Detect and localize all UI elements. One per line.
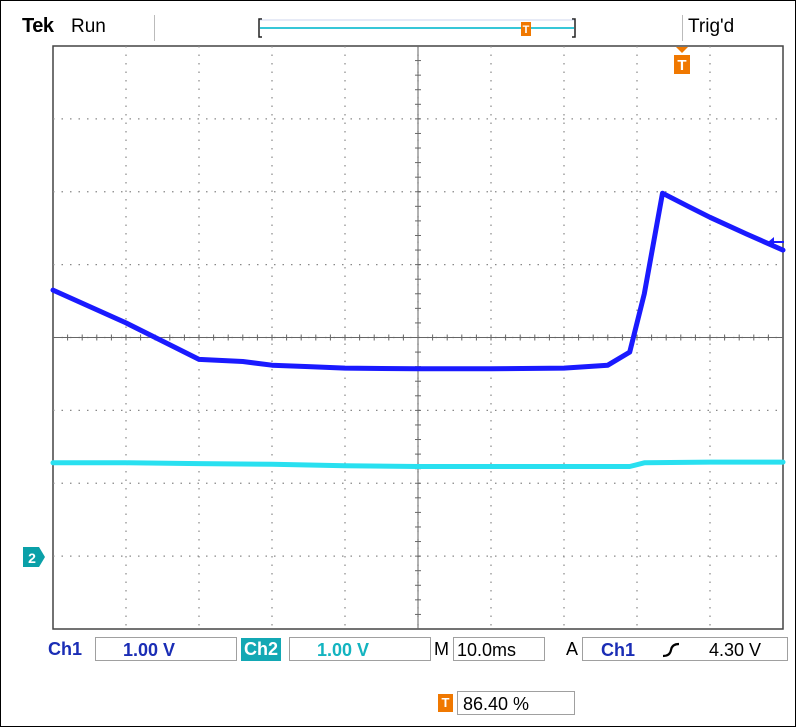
trigger-source: Ch1: [601, 640, 636, 660]
trigger-position-icon: T: [438, 694, 453, 712]
rising-edge-icon: [662, 642, 680, 658]
timebase-value: 10.0ms: [457, 640, 517, 660]
header-divider: [682, 15, 683, 41]
ch2-ground-marker[interactable]: 2: [23, 547, 45, 567]
ch2-label[interactable]: Ch2: [241, 638, 282, 661]
trace-ch2: [50, 459, 786, 469]
record-trigger-marker: T: [521, 22, 531, 36]
timebase-box[interactable]: [453, 637, 545, 661]
trigger-mode: A: [566, 639, 579, 659]
record-position-bar[interactable]: T: [258, 17, 576, 39]
svg-text:T: T: [677, 57, 686, 74]
channel-readout-row: Ch1 1.00 V Ch2 1.00 V M 10.0ms A Ch1 4.3…: [1, 633, 796, 663]
trigger-position-value: 86.40 %: [463, 694, 530, 714]
waveform-traces: [50, 190, 786, 469]
trigger-position-marker[interactable]: T: [674, 47, 690, 74]
header-bar: Tek Run T Trig'd: [1, 1, 796, 46]
brand-logo: Tek: [22, 15, 54, 37]
ch1-scale-box[interactable]: [95, 637, 237, 661]
timebase-label: M: [434, 639, 449, 659]
ch2-scale-box[interactable]: [289, 637, 431, 661]
trigger-level-arrow[interactable]: [768, 237, 784, 247]
trigger-status: Trig'd: [688, 16, 735, 37]
header-divider: [154, 15, 155, 41]
ch1-scale: 1.00 V: [123, 640, 176, 660]
trigger-box[interactable]: [582, 637, 788, 661]
trigger-position-row: T 86.40 %: [1, 689, 796, 719]
svg-text:2: 2: [28, 550, 36, 566]
trigger-level: 4.30 V: [709, 640, 762, 660]
ch1-label[interactable]: Ch1: [48, 639, 83, 659]
svg-text:T: T: [523, 24, 530, 36]
trigger-position-box[interactable]: [457, 691, 575, 715]
ch2-scale: 1.00 V: [317, 640, 370, 660]
graticule-grid: [52, 45, 784, 630]
run-state: Run: [71, 16, 106, 37]
trace-ch1: [50, 190, 786, 372]
